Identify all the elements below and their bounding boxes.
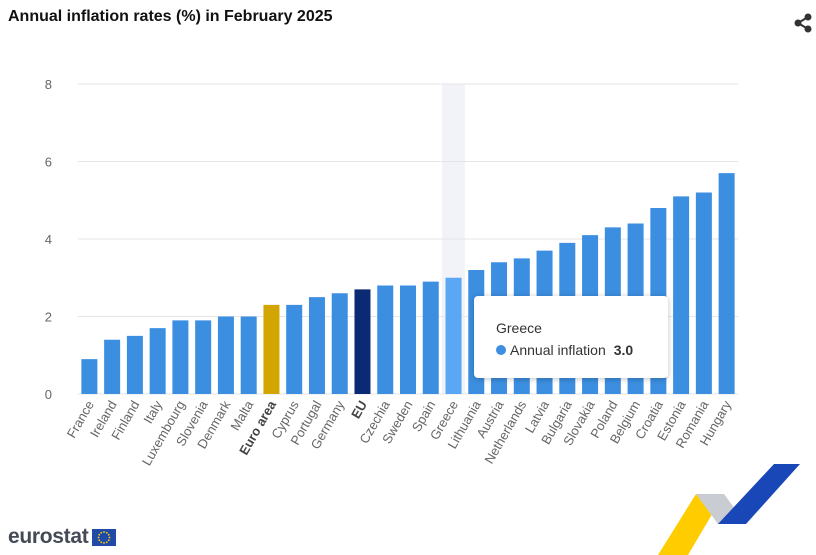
bar[interactable] bbox=[673, 196, 690, 394]
tooltip-row: Annual inflation 3.0 bbox=[496, 342, 633, 358]
bar[interactable] bbox=[263, 304, 280, 394]
y-tick-label: 6 bbox=[45, 155, 52, 170]
bar[interactable] bbox=[217, 316, 234, 395]
bar[interactable] bbox=[81, 359, 98, 394]
bar[interactable] bbox=[695, 192, 712, 395]
eu-flag-icon bbox=[92, 528, 117, 546]
tooltip-series-name: Annual inflation bbox=[510, 342, 606, 358]
chart-title: Annual inflation rates (%) in February 2… bbox=[8, 8, 333, 25]
series-marker-icon bbox=[496, 345, 506, 355]
x-tick-label: EU bbox=[348, 398, 370, 421]
share-button[interactable] bbox=[792, 12, 814, 34]
bar[interactable] bbox=[308, 297, 325, 394]
bar[interactable] bbox=[240, 316, 257, 395]
bar[interactable] bbox=[718, 173, 735, 394]
y-tick-label: 2 bbox=[45, 310, 52, 325]
bar[interactable] bbox=[195, 320, 212, 394]
bar[interactable] bbox=[400, 285, 416, 395]
bar[interactable] bbox=[149, 328, 166, 394]
y-tick-label: 8 bbox=[45, 77, 52, 92]
bar[interactable] bbox=[331, 293, 348, 394]
eurostat-logo-text: eurostat bbox=[8, 525, 89, 548]
tooltip-value: 3.0 bbox=[613, 342, 634, 358]
bar[interactable] bbox=[445, 277, 462, 394]
share-icon bbox=[794, 13, 812, 33]
eurostat-logo: eurostat bbox=[8, 524, 117, 550]
y-tick-label: 0 bbox=[45, 387, 52, 402]
bar[interactable] bbox=[286, 304, 303, 394]
tooltip: Greece Annual inflation 3.0 bbox=[474, 296, 668, 378]
bar[interactable] bbox=[126, 335, 143, 394]
bar[interactable] bbox=[172, 320, 189, 394]
tooltip-title: Greece bbox=[496, 320, 542, 336]
bar[interactable] bbox=[104, 339, 121, 394]
y-tick-label: 4 bbox=[45, 232, 52, 247]
brand-stripes-graphic bbox=[658, 464, 800, 555]
bar[interactable] bbox=[377, 285, 394, 395]
bar[interactable] bbox=[354, 289, 371, 394]
bar[interactable] bbox=[422, 281, 439, 394]
